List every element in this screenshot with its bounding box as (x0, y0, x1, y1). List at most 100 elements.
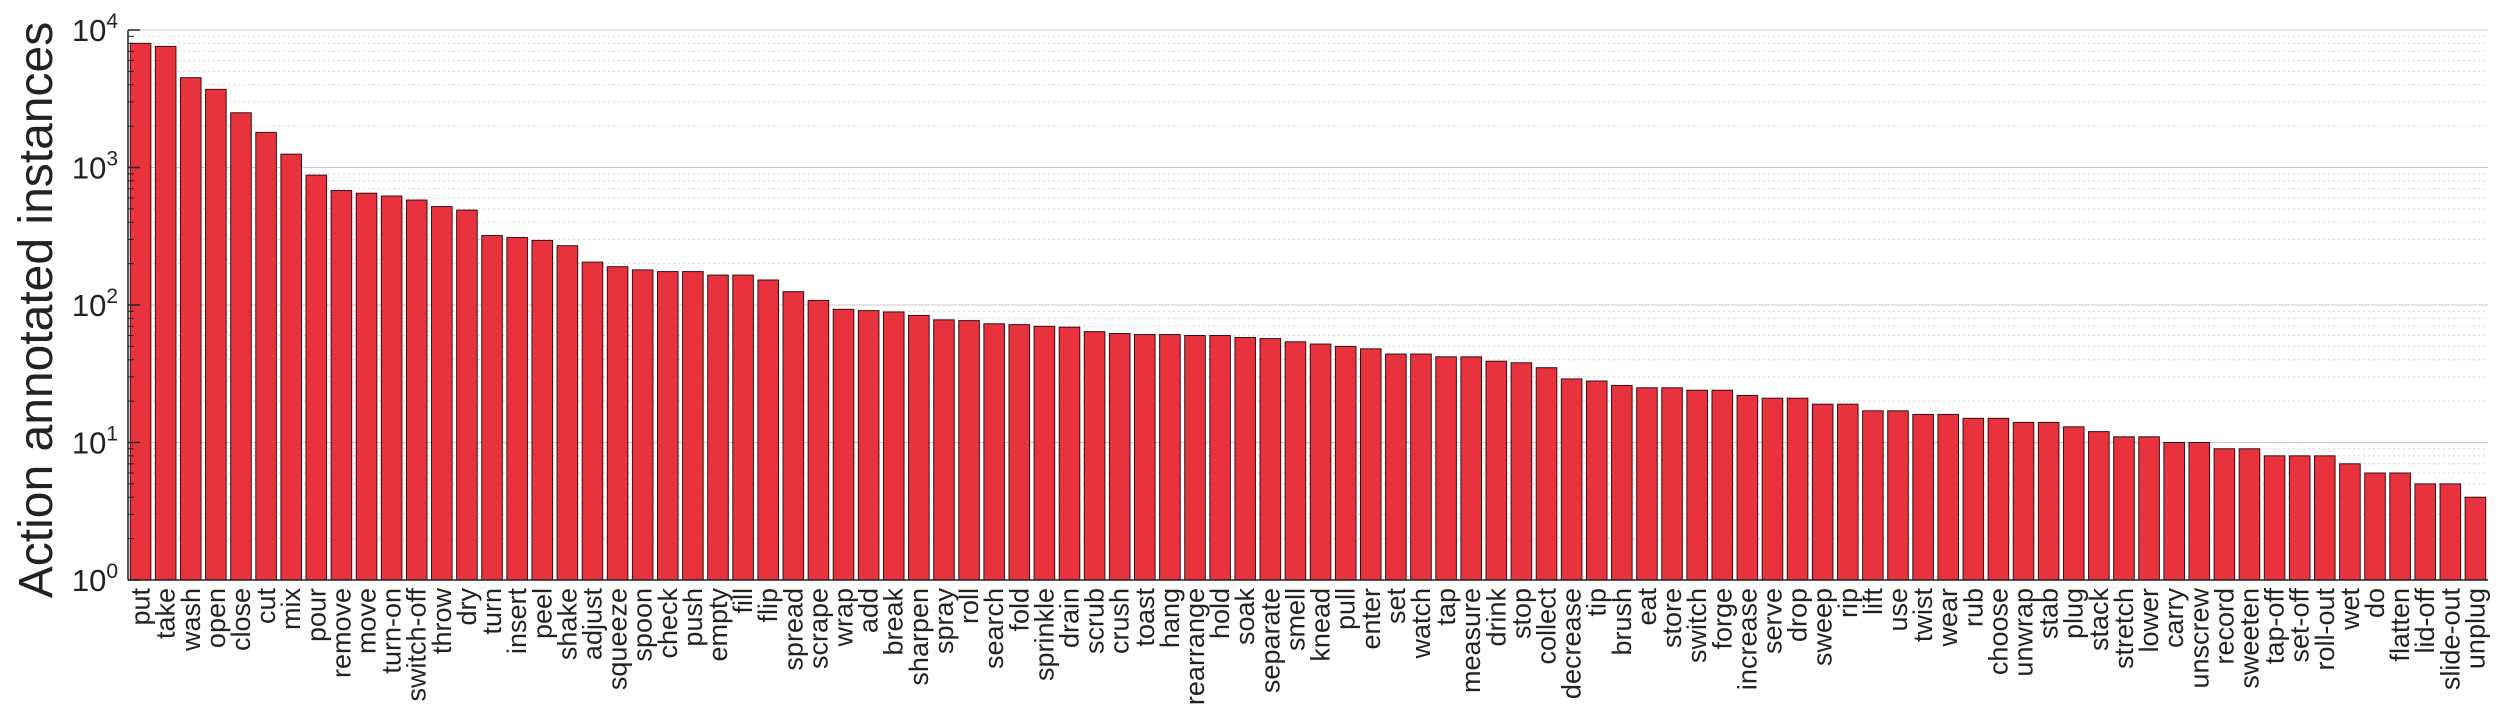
bar-separate (1259, 338, 1282, 581)
bar-spoon (631, 269, 654, 581)
bar-fold (1008, 324, 1031, 581)
bar-empty (707, 274, 729, 581)
bar-decrease (1560, 378, 1583, 581)
bar-store (1661, 387, 1683, 581)
x-tick-label: sweep (1808, 588, 1838, 666)
bar-collect (1535, 367, 1558, 581)
x-tick-label: roll-out (2310, 588, 2340, 671)
x-tick-label: smell (1280, 588, 1310, 651)
bar-eat (1636, 387, 1658, 581)
bar-increase (1736, 394, 1759, 581)
bar-pour (305, 174, 328, 581)
bar-tap-off (2263, 455, 2286, 581)
bar-take (154, 45, 177, 581)
bar-scrape (807, 299, 830, 581)
x-tick-label: tap-off (2260, 588, 2290, 665)
bar-mix (280, 153, 302, 581)
x-tick-label: remove (326, 588, 356, 678)
x-tick-label: decrease (1557, 588, 1587, 699)
x-tick-label: unscrew (2184, 588, 2214, 689)
x-tick-label: do (2360, 588, 2390, 618)
x-tick-label: unplug (2460, 588, 2490, 669)
bar-wear (1937, 413, 1960, 581)
x-tick-label: shake (552, 588, 582, 660)
x-tick-label: dry (452, 588, 482, 626)
bar-measure (1460, 356, 1482, 581)
bars (129, 42, 2487, 581)
bar-lower (2138, 436, 2160, 581)
bar-rub (1962, 417, 1985, 581)
x-tick-label: crush (1105, 588, 1135, 654)
bar-break (882, 311, 905, 581)
bar-pull (1334, 345, 1357, 581)
x-tick-label: move (352, 588, 382, 654)
x-tick-label: cut (251, 588, 281, 625)
x-tick-label: spray (929, 588, 959, 655)
bar-push (682, 271, 704, 581)
bar-flip (757, 279, 780, 581)
x-tick-label: eat (1632, 588, 1662, 626)
bar-close (230, 112, 252, 581)
x-tick-label: stack (2084, 588, 2114, 652)
x-tick-label: separate (1255, 588, 1285, 693)
x-tick-label: pour (301, 588, 331, 642)
x-tick-label: slide-out (2435, 588, 2465, 691)
bar-wash (179, 77, 202, 581)
bar-wet (2339, 463, 2361, 581)
bar-switch-off (405, 199, 428, 581)
x-tick-label: twist (1908, 588, 1938, 642)
x-tick-label: adjust (577, 588, 607, 661)
x-tick-label: tip (1582, 588, 1612, 617)
bar-rearrange (1184, 335, 1206, 581)
bar-scrub (1083, 331, 1106, 581)
y-tick-label: 104 (72, 10, 118, 48)
bar-throw (431, 206, 453, 581)
bar-stack (2088, 431, 2110, 581)
x-tick-label: switch (1682, 588, 1712, 663)
y-tick-label: 100 (72, 560, 118, 598)
x-tick-label: stretch (2109, 588, 2139, 669)
x-tick-label: brush (1607, 588, 1637, 656)
y-tick-label: 103 (72, 148, 118, 186)
bar-cut (255, 131, 277, 581)
x-tick-label: close (226, 588, 256, 651)
bar-stop (1510, 362, 1533, 581)
x-tick-label: rearrange (1180, 588, 1210, 705)
bar-lift (1862, 410, 1884, 581)
bar-use (1887, 410, 1909, 581)
x-tick-label: empty (703, 588, 733, 662)
x-tick-label: sharpen (904, 588, 934, 686)
bar-squeeze (606, 266, 629, 581)
bar-peel (531, 239, 554, 581)
x-tick-label: use (1883, 588, 1913, 632)
x-tick-label: turn (477, 588, 507, 635)
bar-sweep (1811, 403, 1834, 581)
x-tick-label: watch (1406, 588, 1436, 660)
x-tick-label: spoon (628, 588, 658, 662)
x-tick-label: drop (1783, 588, 1813, 642)
x-tick-label: forge (1707, 588, 1737, 650)
x-tick-label: wash (176, 588, 206, 652)
bar-sharpen (908, 314, 930, 581)
bar-forge (1711, 389, 1734, 581)
y-tick-label: 102 (72, 285, 118, 323)
x-tick-label: roll (954, 588, 984, 624)
x-tick-label: drink (1481, 588, 1511, 647)
bar-drink (1485, 360, 1508, 581)
axes (127, 29, 2488, 581)
x-tick-label: increase (1732, 588, 1762, 690)
x-tick-label: stop (1506, 588, 1536, 639)
bar-drain (1058, 326, 1081, 581)
x-tick-label: choose (1983, 588, 2013, 675)
x-tick-label: knead (1306, 588, 1336, 662)
bar-lid-off (2414, 483, 2437, 581)
bar-set-off (2288, 455, 2311, 581)
x-tick-label: push (678, 588, 708, 647)
x-tick-label: lid-off (2410, 588, 2440, 654)
bar-record (2213, 448, 2236, 581)
x-tick-label: add (854, 588, 884, 633)
x-tick-label: turn-on (377, 588, 407, 674)
x-tick-label: break (879, 588, 909, 656)
bar-plug (2062, 426, 2085, 581)
bar-tap (1435, 356, 1457, 581)
